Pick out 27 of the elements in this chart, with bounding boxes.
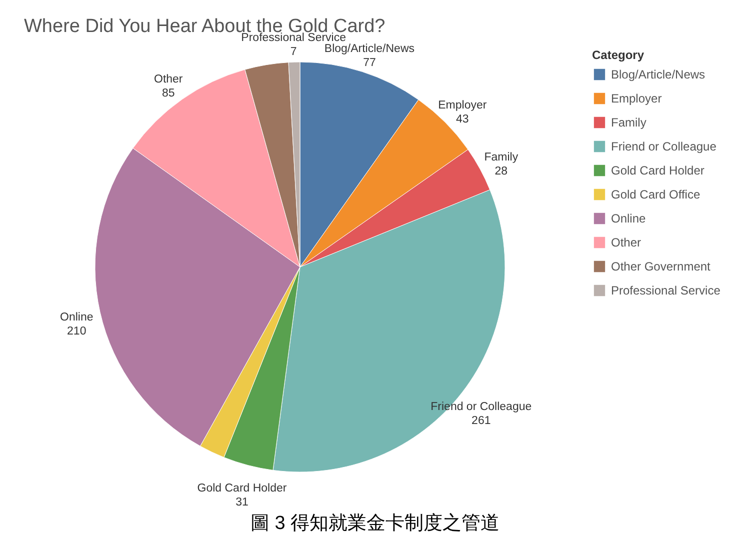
legend-label: Gold Card Office — [611, 188, 700, 202]
slice-label: Employer — [438, 100, 487, 112]
legend-label: Employer — [611, 92, 662, 106]
legend-label: Professional Service — [611, 284, 721, 298]
slice-label: Other — [154, 74, 183, 86]
slice-label: Online — [60, 311, 94, 324]
legend-label: Gold Card Holder — [611, 164, 704, 178]
data-label: 28 — [494, 166, 508, 178]
data-label: 77 — [363, 56, 376, 69]
data-label: 210 — [67, 325, 86, 338]
slice-label: Blog/Article/News — [324, 42, 415, 55]
slice-label: Family — [484, 152, 518, 164]
legend-label: Blog/Article/News — [611, 68, 706, 82]
data-label: 261 — [472, 415, 491, 428]
legend-title: Category — [592, 48, 644, 62]
slice-label: Professional Service — [241, 32, 346, 44]
legend-label: Family — [611, 116, 646, 130]
caption: 圖 3 得知就業金卡制度之管道 — [250, 512, 500, 534]
legend-label: Friend or Colleague — [611, 140, 717, 154]
legend-label: Other Government — [611, 260, 712, 274]
legend-label: Online — [611, 212, 646, 226]
data-label: 31 — [236, 496, 248, 509]
legend-label: Other — [611, 236, 642, 250]
data-label: 43 — [456, 114, 469, 126]
data-label: 85 — [162, 88, 175, 100]
slice-label: Gold Card Holder — [197, 482, 287, 495]
data-label: 7 — [290, 46, 297, 58]
